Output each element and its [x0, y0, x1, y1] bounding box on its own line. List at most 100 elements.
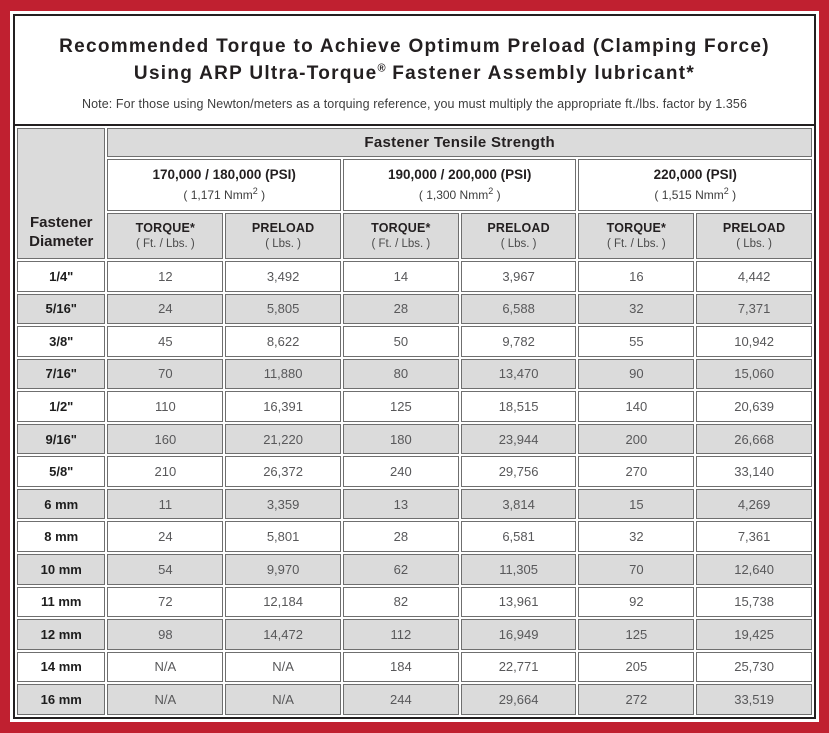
fastener-diameter-cell: 1/2" — [17, 391, 106, 422]
torque-value-cell: 70 — [578, 554, 695, 585]
preload-value-cell: 10,942 — [696, 326, 812, 357]
fastener-diameter-header: Fastener Diameter — [17, 127, 106, 259]
preload-value-cell: 25,730 — [696, 651, 812, 683]
torque-value-cell: 180 — [342, 423, 459, 455]
preload-value-cell: 19,425 — [696, 619, 812, 650]
preload-value-cell: 4,442 — [696, 260, 812, 292]
table-row: 7/16" 70 11,880 80 13,470 90 15,060 — [17, 358, 812, 390]
preload-column-header: PRELOAD ( Lbs. ) — [696, 212, 812, 259]
table-row: 10 mm 54 9,970 62 11,305 70 12,640 — [17, 554, 812, 585]
torque-value-cell: 205 — [578, 651, 695, 683]
torque-value-cell: 11 — [107, 488, 224, 520]
preload-value-cell: 9,970 — [225, 554, 341, 585]
torque-value-cell: 14 — [342, 260, 459, 292]
tensile-strength-banner: Fastener Tensile Strength — [107, 127, 812, 157]
preload-value-cell: 12,184 — [225, 586, 341, 618]
preload-value-cell: 3,814 — [460, 488, 577, 520]
fastener-diameter-cell: 5/16" — [17, 293, 106, 325]
torque-value-cell: 92 — [578, 586, 695, 618]
preload-value-cell: 3,967 — [460, 260, 577, 292]
fastener-diameter-cell: 3/8" — [17, 326, 106, 357]
torque-value-cell: 140 — [578, 391, 695, 422]
preload-value-cell: 5,801 — [225, 521, 341, 552]
preload-value-cell: 22,771 — [460, 651, 577, 683]
torque-value-cell: 98 — [107, 619, 224, 650]
preload-value-cell: 3,359 — [225, 488, 341, 520]
strength-group-170-180: 170,000 / 180,000 (PSI) ( 1,171 Nmm2 ) — [107, 158, 341, 211]
torque-value-cell: 28 — [342, 293, 459, 325]
torque-value-cell: 45 — [107, 326, 224, 357]
fastener-diameter-cell: 1/4" — [17, 260, 106, 292]
torque-value-cell: 125 — [578, 619, 695, 650]
torque-value-cell: 210 — [107, 456, 224, 487]
fastener-diameter-cell: 16 mm — [17, 684, 106, 715]
torque-value-cell: 32 — [578, 521, 695, 552]
fastener-diameter-cell: 9/16" — [17, 423, 106, 455]
table-row: 16 mm N/A N/A 244 29,664 272 33,519 — [17, 684, 812, 715]
torque-column-header: TORQUE* ( Ft. / Lbs. ) — [107, 212, 224, 259]
torque-value-cell: 270 — [578, 456, 695, 487]
preload-value-cell: 26,668 — [696, 423, 812, 455]
preload-value-cell: 11,305 — [460, 554, 577, 585]
table-row: 12 mm 98 14,472 112 16,949 125 19,425 — [17, 619, 812, 650]
preload-value-cell: 15,060 — [696, 358, 812, 390]
table-row: 5/16" 24 5,805 28 6,588 32 7,371 — [17, 293, 812, 325]
preload-value-cell: 20,639 — [696, 391, 812, 422]
torque-value-cell: 240 — [342, 456, 459, 487]
torque-value-cell: 55 — [578, 326, 695, 357]
torque-value-cell: 12 — [107, 260, 224, 292]
newton-meter-note: Note: For those using Newton/meters as a… — [81, 96, 747, 111]
torque-value-cell: 70 — [107, 358, 224, 390]
fastener-diameter-cell: 8 mm — [17, 521, 106, 552]
torque-value-cell: 15 — [578, 488, 695, 520]
torque-value-cell: 62 — [342, 554, 459, 585]
torque-value-cell: N/A — [107, 684, 224, 715]
preload-value-cell: 29,664 — [460, 684, 577, 715]
preload-value-cell: 15,738 — [696, 586, 812, 618]
table-row: 5/8" 210 26,372 240 29,756 270 33,140 — [17, 456, 812, 487]
torque-value-cell: 112 — [342, 619, 459, 650]
torque-value-cell: 50 — [342, 326, 459, 357]
torque-value-cell: 24 — [107, 293, 224, 325]
preload-value-cell: 4,269 — [696, 488, 812, 520]
table-body: 1/4" 12 3,492 14 3,967 16 4,442 5/16" 24 5,805 28 6… — [17, 260, 812, 715]
fastener-diameter-cell: 11 mm — [17, 586, 106, 618]
torque-value-cell: 13 — [342, 488, 459, 520]
preload-column-header: PRELOAD ( Lbs. ) — [225, 212, 341, 259]
preload-value-cell: 33,519 — [696, 684, 812, 715]
torque-value-cell: 16 — [578, 260, 695, 292]
preload-column-header: PRELOAD ( Lbs. ) — [460, 212, 577, 259]
torque-value-cell: 125 — [342, 391, 459, 422]
preload-value-cell: 9,782 — [460, 326, 577, 357]
strength-group-220: 220,000 (PSI) ( 1,515 Nmm2 ) — [578, 158, 812, 211]
fastener-diameter-cell: 6 mm — [17, 488, 106, 520]
preload-value-cell: 11,880 — [225, 358, 341, 390]
preload-value-cell: 29,756 — [460, 456, 577, 487]
preload-value-cell: 18,515 — [460, 391, 577, 422]
torque-value-cell: 110 — [107, 391, 224, 422]
preload-value-cell: 14,472 — [225, 619, 341, 650]
torque-table: Fastener Diameter Fastener Tensile Stren… — [15, 125, 814, 717]
fastener-diameter-cell: 10 mm — [17, 554, 106, 585]
torque-value-cell: 200 — [578, 423, 695, 455]
preload-value-cell: 33,140 — [696, 456, 812, 487]
preload-value-cell: 7,371 — [696, 293, 812, 325]
column-header-row: TORQUE* ( Ft. / Lbs. ) PRELOAD ( Lbs. ) … — [17, 212, 812, 259]
torque-value-cell: 72 — [107, 586, 224, 618]
torque-value-cell: 82 — [342, 586, 459, 618]
fastener-diameter-cell: 12 mm — [17, 619, 106, 650]
torque-column-header: TORQUE* ( Ft. / Lbs. ) — [342, 212, 459, 259]
preload-value-cell: 7,361 — [696, 521, 812, 552]
table-row: 3/8" 45 8,622 50 9,782 55 10,942 — [17, 326, 812, 357]
title-line-1: Recommended Torque to Achieve Optimum Pr… — [59, 36, 770, 57]
table-row: 8 mm 24 5,801 28 6,581 32 7,361 — [17, 521, 812, 552]
preload-value-cell: 13,961 — [460, 586, 577, 618]
banner-row: Fastener Diameter Fastener Tensile Stren… — [17, 127, 812, 259]
preload-value-cell: 3,492 — [225, 260, 341, 292]
fastener-diameter-cell: 7/16" — [17, 358, 106, 390]
preload-value-cell: 6,581 — [460, 521, 577, 552]
table-row: 1/2" 110 16,391 125 18,515 140 20,639 — [17, 391, 812, 422]
table-row: 1/4" 12 3,492 14 3,967 16 4,442 — [17, 260, 812, 292]
fastener-diameter-cell: 14 mm — [17, 651, 106, 683]
